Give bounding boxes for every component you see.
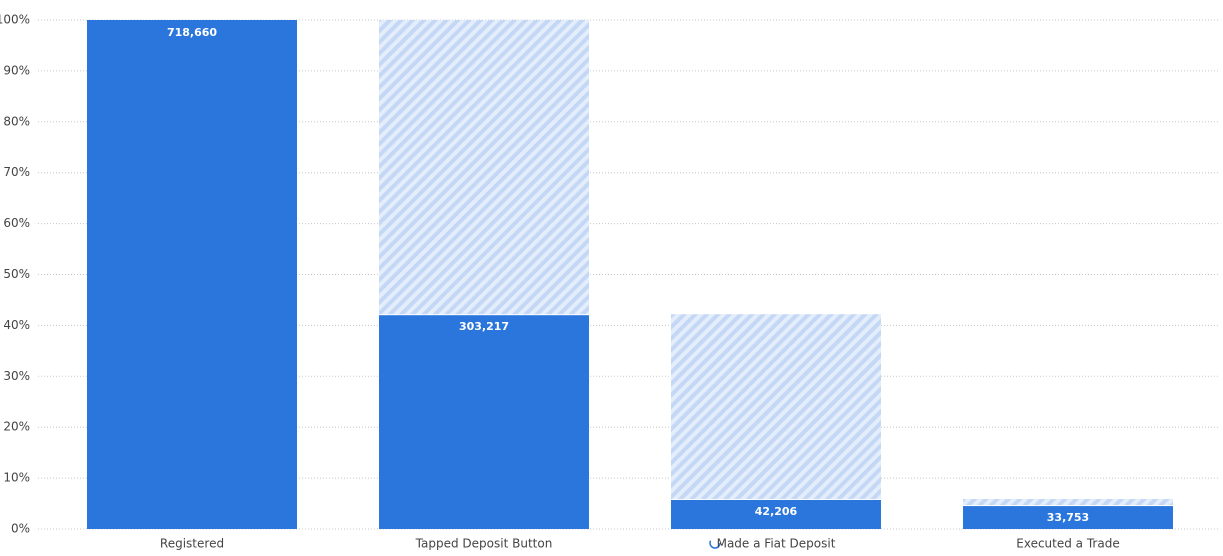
value-label: 718,660: [167, 26, 217, 39]
x-tick-label: Tapped Deposit Button: [415, 537, 553, 551]
y-tick-label: 70%: [3, 165, 30, 179]
bar: [963, 506, 1173, 529]
value-label: 33,753: [1047, 511, 1089, 524]
value-label: 303,217: [459, 320, 509, 333]
y-tick-label: 50%: [3, 267, 30, 281]
y-tick-label: 40%: [3, 318, 30, 332]
x-tick-label: Executed a Trade: [1016, 537, 1119, 551]
dropoff: [671, 314, 881, 499]
bar: [379, 315, 589, 529]
fiat-icon: [709, 537, 721, 549]
y-tick-label: 30%: [3, 369, 30, 383]
dropoff: [963, 498, 1173, 506]
bar: [87, 20, 297, 529]
y-tick-label: 0%: [11, 522, 30, 536]
y-tick-label: 10%: [3, 471, 30, 485]
y-tick-label: 90%: [3, 63, 30, 77]
y-tick-label: 100%: [0, 13, 30, 27]
x-tick-label: Registered: [160, 537, 224, 551]
y-tick-label: 20%: [3, 420, 30, 434]
dropoff: [379, 20, 589, 315]
y-tick-label: 80%: [3, 114, 30, 128]
value-label: 42,206: [755, 505, 798, 518]
y-tick-label: 60%: [3, 216, 30, 230]
x-tick-label: Made a Fiat Deposit: [717, 537, 836, 551]
bar: [671, 499, 881, 529]
